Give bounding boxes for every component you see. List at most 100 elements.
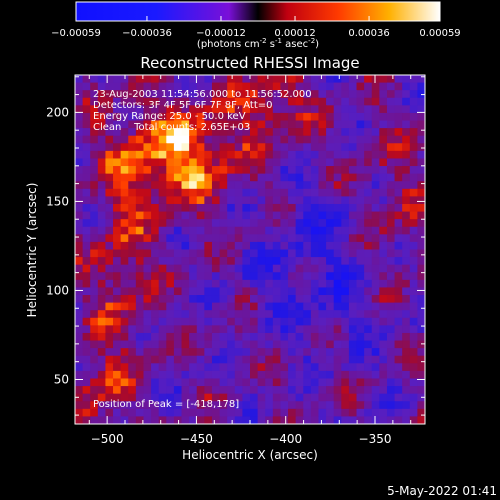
heatmap-cell — [341, 226, 350, 235]
heatmap-cell — [189, 150, 198, 160]
heatmap-cell — [90, 408, 99, 418]
heatmap-cell — [310, 226, 320, 235]
heatmap-cell — [280, 355, 289, 364]
heatmap-cell — [128, 279, 137, 289]
heatmap-cell — [90, 105, 99, 114]
heatmap-cell — [113, 340, 122, 349]
heatmap-cell — [379, 97, 388, 106]
heatmap-cell — [394, 370, 403, 380]
heatmap-cell — [204, 226, 213, 235]
heatmap-cell — [356, 128, 365, 137]
heatmap-cell — [250, 310, 259, 319]
heatmap-cell — [211, 241, 221, 251]
heatmap-cell — [196, 393, 205, 402]
heatmap-cell — [120, 370, 129, 380]
heatmap-cell — [227, 143, 236, 152]
heatmap-cell — [364, 97, 373, 106]
heatmap-cell — [318, 241, 327, 251]
heatmap-cell — [257, 105, 266, 114]
heatmap-cell — [348, 363, 358, 372]
heatmap-cell — [394, 226, 403, 235]
heatmap-cell — [75, 287, 84, 296]
heatmap-cell — [402, 386, 411, 395]
heatmap-cell — [356, 75, 365, 84]
heatmap-cell — [250, 416, 259, 424]
heatmap-cell — [90, 287, 99, 296]
heatmap-cell — [227, 249, 236, 258]
heatmap-cell — [189, 120, 198, 129]
heatmap-cell — [189, 325, 198, 334]
heatmap-cell — [90, 393, 99, 402]
heatmap-cell — [303, 401, 312, 410]
heatmap-cell — [189, 363, 198, 372]
heatmap-cell — [409, 150, 418, 160]
heatmap-cell — [189, 302, 198, 311]
heatmap-cell — [196, 203, 205, 213]
heatmap-cell — [143, 302, 152, 311]
heatmap-cell — [90, 302, 99, 311]
heatmap-cell — [234, 173, 243, 182]
heatmap-cell — [371, 120, 380, 129]
heatmap-cell — [303, 332, 312, 342]
heatmap-cell — [402, 105, 411, 114]
heatmap-cell — [151, 234, 160, 243]
heatmap-cell — [242, 188, 251, 197]
heatmap-cell — [166, 279, 175, 289]
heatmap-cell — [326, 393, 335, 402]
heatmap-cell — [173, 219, 183, 228]
heatmap-cell — [288, 310, 297, 319]
heatmap-cell — [204, 393, 213, 402]
heatmap-cell — [105, 75, 114, 84]
heatmap-cell — [417, 143, 425, 152]
heatmap-cell — [257, 386, 266, 395]
heatmap-cell — [181, 302, 190, 311]
heatmap-cell — [257, 181, 266, 190]
heatmap-cell — [173, 241, 183, 251]
heatmap-cell — [234, 120, 243, 129]
heatmap-cell — [234, 325, 243, 334]
heatmap-cell — [219, 355, 228, 364]
heatmap-cell — [386, 90, 396, 99]
heatmap-cell — [173, 272, 183, 281]
heatmap-cell — [386, 143, 396, 152]
heatmap-cell — [173, 135, 183, 144]
heatmap-cell — [151, 173, 160, 182]
heatmap-cell — [417, 173, 425, 182]
heatmap-cell — [417, 188, 425, 197]
heatmap-cell — [394, 158, 403, 167]
heatmap-cell — [409, 226, 418, 235]
heatmap-cell — [272, 401, 282, 410]
heatmap-cell — [211, 378, 221, 387]
heatmap-cell — [143, 105, 152, 114]
colorbar-tick-label: 0.00036 — [348, 28, 389, 39]
heatmap-cell — [189, 82, 198, 91]
heatmap-cell — [97, 120, 107, 129]
heatmap-cell — [97, 249, 107, 258]
heatmap-cell — [348, 90, 358, 99]
heatmap-cell — [272, 188, 282, 197]
heatmap-cell — [158, 257, 167, 266]
heatmap-cell — [196, 150, 205, 160]
heatmap-cell — [120, 181, 129, 190]
heatmap-cell — [181, 272, 190, 281]
heatmap-cell — [128, 340, 137, 349]
heatmap-cell — [250, 279, 259, 289]
colorbar — [75, 1, 441, 22]
heatmap-cell — [288, 287, 297, 296]
heatmap-cell — [173, 332, 183, 342]
heatmap-cell — [303, 97, 312, 106]
heatmap-cell — [295, 348, 304, 357]
heatmap-cell — [113, 166, 122, 175]
heatmap-cell — [219, 90, 228, 99]
heatmap-cell — [166, 416, 175, 424]
heatmap-cell — [151, 408, 160, 418]
heatmap-cell — [211, 249, 221, 258]
heatmap-cell — [135, 257, 145, 266]
heatmap-cell — [318, 310, 327, 319]
heatmap-cell — [113, 90, 122, 99]
heatmap-cell — [272, 196, 282, 205]
heatmap-cell — [310, 378, 320, 387]
heatmap-cell — [120, 158, 129, 167]
heatmap-cell — [97, 363, 107, 372]
heatmap-cell — [90, 90, 99, 99]
